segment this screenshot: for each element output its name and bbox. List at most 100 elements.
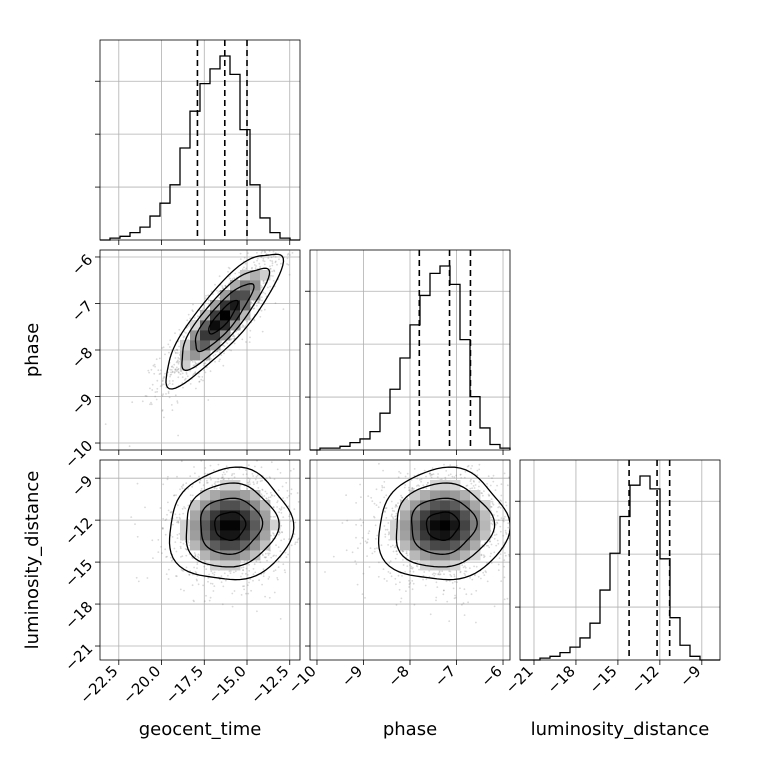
scatter-point (504, 501, 507, 503)
scatter-point (182, 512, 185, 515)
density-cell (470, 520, 481, 531)
scatter-point (260, 296, 263, 299)
scatter-point (253, 261, 255, 264)
scatter-point (424, 584, 427, 587)
scatter-point (462, 566, 465, 569)
scatter-point (273, 591, 276, 594)
scatter-point (405, 552, 408, 555)
scatter-point (341, 522, 344, 524)
density-cell (440, 560, 451, 571)
density-cell (250, 520, 261, 531)
scatter-point (268, 576, 271, 578)
density-cell (440, 520, 451, 531)
scatter-point (249, 336, 251, 339)
scatter-point (412, 582, 415, 585)
scatter-point (148, 371, 151, 374)
scatter-point (170, 371, 172, 374)
scatter-point (171, 365, 174, 368)
scatter-point (274, 261, 277, 264)
scatter-point (261, 286, 263, 288)
scatter-point (364, 540, 367, 543)
scatter-point (294, 543, 296, 545)
scatter-point (269, 491, 272, 494)
scatter-point (480, 492, 483, 494)
scatter-point (250, 301, 253, 304)
scatter-point (164, 353, 166, 356)
density-cell (420, 500, 431, 511)
density-cell (190, 530, 201, 541)
scatter-point (508, 476, 510, 479)
density-cell (210, 300, 221, 311)
scatter-point (187, 313, 190, 316)
scatter-point (289, 520, 292, 523)
scatter-point (194, 472, 196, 475)
x-tick-label: −15 (586, 662, 621, 697)
scatter-point (276, 506, 278, 508)
scatter-point (168, 396, 171, 399)
scatter-point (183, 379, 186, 381)
scatter-point (233, 342, 236, 345)
scatter-point (204, 472, 207, 475)
scatter-point (170, 556, 172, 559)
scatter-point (155, 398, 158, 401)
density-cell (190, 540, 201, 551)
scatter-point (493, 537, 496, 540)
density-cell (420, 520, 431, 531)
scatter-point (273, 494, 276, 497)
density-cell (220, 290, 231, 301)
scatter-point (161, 383, 164, 386)
density-cell (210, 340, 221, 351)
scatter-point (441, 570, 444, 573)
scatter-point (356, 583, 359, 586)
scatter-point (179, 547, 182, 550)
x-tick-label: −12 (628, 662, 663, 697)
scatter-point (251, 266, 254, 269)
scatter-point (219, 358, 221, 361)
scatter-point (483, 574, 486, 576)
scatter-point (155, 358, 158, 361)
scatter-point (173, 363, 176, 366)
scatter-point (398, 470, 400, 473)
scatter-point (205, 594, 207, 597)
scatter-point (149, 403, 151, 406)
scatter-point (262, 282, 265, 284)
scatter-point (459, 587, 461, 590)
scatter-point (490, 500, 492, 503)
scatter-point (483, 490, 485, 492)
scatter-point (276, 468, 279, 471)
scatter-point (187, 325, 190, 328)
density-cell (440, 550, 451, 561)
scatter-point (218, 360, 221, 363)
panel-frame (519, 459, 721, 661)
scatter-point (478, 468, 481, 471)
scatter-point (257, 301, 260, 304)
joint-panel-phase-luminosity_distance (305, 459, 511, 665)
scatter-point (203, 600, 206, 603)
scatter-point (264, 552, 267, 555)
scatter-point (371, 500, 374, 502)
scatter-point (214, 481, 217, 483)
scatter-point (367, 532, 370, 535)
scatter-point (373, 550, 376, 553)
scatter-point (193, 600, 195, 603)
scatter-point (296, 541, 299, 544)
scatter-point (360, 496, 362, 498)
density-cell (240, 310, 251, 321)
scatter-point (253, 319, 256, 322)
scatter-point (470, 593, 473, 596)
density-cell (230, 480, 241, 491)
scatter-point (281, 485, 284, 488)
scatter-point (249, 329, 252, 332)
density-cell (220, 550, 231, 561)
scatter-point (394, 577, 397, 580)
scatter-point (173, 547, 176, 550)
scatter-point (287, 252, 290, 255)
density-cell (200, 310, 211, 321)
scatter-point (496, 484, 498, 487)
scatter-point (449, 570, 452, 573)
density-cell (410, 530, 421, 541)
scatter-point (177, 520, 179, 523)
scatter-point (276, 263, 278, 266)
scatter-point (283, 569, 286, 571)
scatter-point (238, 467, 241, 470)
